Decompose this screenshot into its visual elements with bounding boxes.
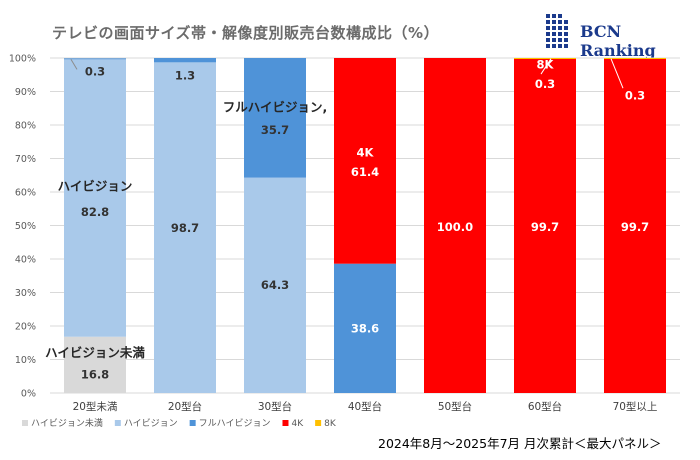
leader-line: [610, 58, 624, 89]
series-annotation: ハイビジョン: [58, 178, 133, 193]
x-tick-label: 30型台: [258, 400, 292, 413]
y-tick-label: 20%: [15, 322, 36, 333]
bcn-logo-icon: [546, 14, 568, 48]
x-tick-label: 20型台: [168, 400, 202, 413]
data-label: 4K: [357, 145, 375, 159]
data-label: 38.6: [351, 321, 379, 335]
data-label: 99.7: [621, 220, 649, 234]
bar-segment: [244, 58, 306, 178]
y-tick-label: 50%: [15, 221, 36, 232]
bar-segment: [514, 59, 576, 393]
y-tick-label: 90%: [15, 87, 36, 98]
series-annotation: フルハイビジョン,: [223, 100, 328, 115]
bar-segment: [514, 58, 576, 60]
x-tick-label: 40型台: [348, 400, 382, 413]
leader-line: [540, 58, 552, 75]
bar-segment: [64, 59, 126, 337]
brand-name: BCN Ranking: [580, 22, 656, 60]
bar-segment: [334, 263, 396, 393]
data-label: 100.0: [437, 220, 473, 234]
leader-line: [70, 59, 78, 70]
data-label: 82.8: [81, 205, 109, 219]
data-label: 1.3: [175, 68, 195, 82]
y-tick-label: 40%: [15, 255, 36, 266]
legend-label: 4K: [291, 419, 304, 429]
legend-label: ハイビジョン: [124, 418, 178, 429]
y-tick-label: 70%: [15, 154, 36, 165]
bar-segment: [64, 58, 126, 60]
data-label: 8K: [537, 58, 555, 72]
legend-label: 8K: [324, 419, 337, 429]
x-tick-label: 70型以上: [613, 400, 658, 413]
bar-segment: [604, 59, 666, 393]
legend-swatch: [282, 420, 289, 426]
data-label: 61.4: [351, 165, 379, 179]
bar-segment: [604, 58, 666, 60]
data-label: 99.7: [531, 220, 559, 234]
period-note: 2024年8月～2025年7月 月次累計＜最大パネル＞: [378, 436, 662, 451]
y-tick-label: 60%: [15, 188, 36, 199]
data-label: 98.7: [171, 221, 199, 235]
x-tick-label: 50型台: [438, 400, 472, 413]
legend-swatch: [315, 420, 322, 426]
y-tick-label: 30%: [15, 288, 36, 299]
legend-swatch: [114, 420, 121, 426]
data-label: 0.3: [625, 89, 645, 103]
chart-title: テレビの画面サイズ帯・解像度別販売台数構成比（%）: [52, 24, 440, 42]
legend-label: ハイビジョン未満: [31, 417, 103, 429]
y-tick-label: 100%: [9, 54, 36, 65]
x-tick-label: 20型未満: [73, 400, 118, 413]
bar-segment: [334, 58, 396, 264]
y-tick-label: 0%: [21, 389, 36, 400]
bar-segment: [424, 58, 486, 393]
y-tick-label: 10%: [15, 355, 36, 366]
bar-segment: [244, 177, 306, 393]
legend-label: フルハイビジョン: [199, 418, 271, 429]
data-label: 0.3: [85, 64, 105, 78]
data-label: 35.7: [261, 123, 289, 137]
data-label: 0.3: [535, 77, 555, 91]
x-tick-label: 60型台: [528, 400, 562, 413]
legend-swatch: [189, 420, 196, 426]
bar-segment: [64, 336, 126, 393]
series-annotation: ハイビジョン未満: [45, 345, 145, 360]
data-label: 16.8: [81, 368, 109, 382]
bar-segment: [154, 58, 216, 63]
y-tick-label: 80%: [15, 121, 36, 132]
legend-swatch: [22, 420, 28, 426]
data-label: 64.3: [261, 278, 289, 292]
bar-segment: [154, 62, 216, 393]
bcn-logo: [546, 14, 568, 48]
